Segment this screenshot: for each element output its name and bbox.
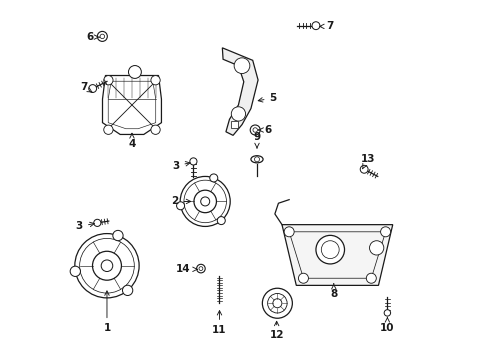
Text: 6: 6	[86, 32, 99, 42]
Text: 8: 8	[329, 284, 337, 299]
Circle shape	[321, 241, 339, 258]
Polygon shape	[222, 48, 258, 135]
Text: 12: 12	[269, 321, 284, 341]
Polygon shape	[282, 225, 392, 285]
Circle shape	[209, 174, 217, 182]
Circle shape	[380, 227, 390, 237]
Circle shape	[94, 219, 101, 226]
Circle shape	[189, 158, 197, 165]
Text: 1: 1	[103, 291, 110, 333]
Text: 10: 10	[379, 318, 394, 333]
Text: 9: 9	[253, 132, 260, 148]
Circle shape	[88, 85, 97, 93]
Text: 14: 14	[176, 264, 197, 274]
Circle shape	[217, 217, 225, 225]
Circle shape	[231, 107, 245, 121]
Circle shape	[298, 273, 308, 283]
Circle shape	[151, 125, 160, 134]
Text: 13: 13	[360, 154, 374, 169]
Circle shape	[196, 264, 205, 273]
Circle shape	[97, 31, 107, 41]
Circle shape	[360, 165, 367, 173]
Circle shape	[384, 310, 390, 316]
Circle shape	[369, 241, 383, 255]
Circle shape	[311, 22, 319, 30]
Text: 11: 11	[212, 311, 226, 335]
Polygon shape	[231, 121, 238, 128]
Circle shape	[366, 273, 376, 283]
Text: 3: 3	[76, 221, 94, 231]
Circle shape	[103, 76, 113, 85]
Circle shape	[103, 125, 113, 134]
Circle shape	[315, 235, 344, 264]
Circle shape	[250, 125, 260, 135]
Text: 7: 7	[319, 21, 333, 31]
Text: 3: 3	[172, 161, 190, 171]
Text: 7: 7	[80, 82, 92, 93]
Text: 5: 5	[258, 93, 276, 103]
Circle shape	[176, 202, 184, 210]
Circle shape	[151, 76, 160, 85]
Ellipse shape	[250, 156, 263, 163]
Circle shape	[284, 227, 294, 237]
Circle shape	[122, 285, 133, 296]
Text: 2: 2	[171, 197, 190, 206]
Circle shape	[70, 266, 81, 276]
Text: 4: 4	[128, 134, 135, 149]
Circle shape	[234, 58, 249, 73]
Text: 6: 6	[258, 125, 271, 135]
Circle shape	[128, 66, 141, 78]
Circle shape	[113, 230, 123, 241]
